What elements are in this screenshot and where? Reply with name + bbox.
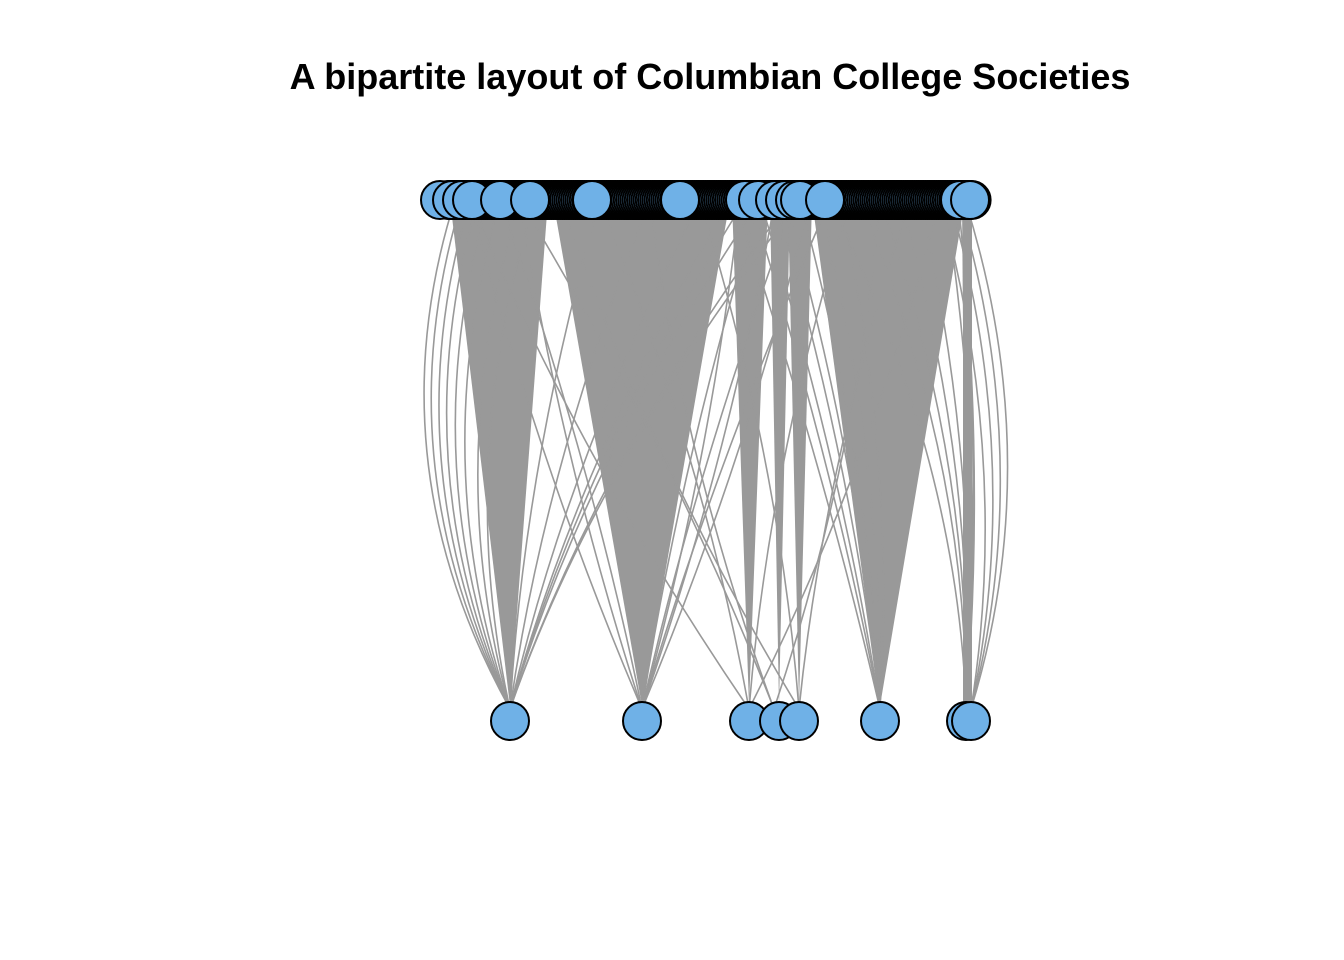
member-node [950,180,990,220]
edge-fan [770,200,790,706]
edge [509,199,651,710]
edge [641,199,776,710]
edge-curves [423,199,1009,711]
edge [430,199,511,710]
edge [939,199,986,710]
edge [748,199,941,710]
edge-bundle [963,200,972,711]
edge [445,199,511,710]
society-node [622,701,662,741]
edge [799,199,881,710]
edge-fan [788,200,812,706]
edge [641,199,796,710]
edge [469,199,643,710]
edge [509,199,746,710]
edge [641,199,831,710]
edge-fans [450,200,972,706]
society-node [779,701,819,741]
member-nodes [420,180,992,220]
edge [469,199,750,710]
edge [509,199,801,710]
edge [748,199,851,710]
edge [509,199,731,710]
edge [964,199,1009,710]
edge [509,199,761,710]
chart-title: A bipartite layout of Columbian College … [289,56,1131,97]
edge [499,199,643,710]
edge [829,199,967,710]
edge [464,199,511,710]
edge [641,199,741,710]
edge [784,199,881,710]
society-node [951,701,991,741]
edge [759,199,881,710]
edge [599,199,750,710]
edge [509,199,701,710]
edge [649,199,775,710]
edge-fan [553,200,730,706]
edge [641,199,761,710]
member-node [805,180,845,220]
edge [519,199,775,710]
member-node [660,180,700,220]
edge [486,199,536,710]
member-node [510,180,550,220]
edge [509,199,601,710]
edge [774,199,881,710]
society-node [860,701,900,741]
edge [438,199,511,710]
edge [641,199,811,710]
member-node [572,180,612,220]
edge [773,199,881,710]
edge [819,199,881,710]
edge [734,199,881,710]
edge [749,199,881,710]
edge [699,199,800,710]
edge [519,199,643,710]
edge [559,199,800,710]
edge-fan [732,200,768,706]
edge-fan [812,200,965,706]
society-nodes [490,701,991,741]
edge [454,199,511,710]
edge [423,199,511,710]
edge [839,199,885,710]
edge [957,199,1002,710]
society-node [490,701,530,741]
edge-fan [450,200,548,706]
